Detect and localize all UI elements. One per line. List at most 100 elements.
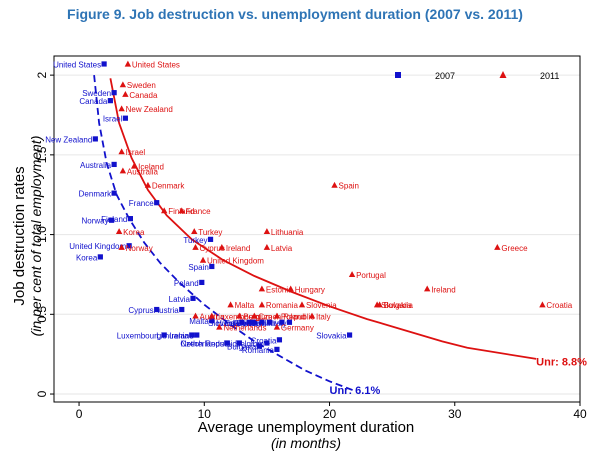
- point-label: Germany: [246, 319, 279, 328]
- point-label: Netherlands: [181, 340, 224, 349]
- x-tick-label: 30: [448, 407, 462, 421]
- point-label: Croatia: [251, 336, 277, 345]
- point-label: Luxembourg: [117, 332, 161, 341]
- point-marker-2011: [227, 301, 234, 308]
- point-label: Belgium: [235, 340, 264, 349]
- point-marker-2011: [263, 228, 271, 234]
- point-label: Czech Republic: [258, 312, 314, 321]
- point-marker-2011: [208, 312, 215, 319]
- point-label: Poland: [174, 279, 199, 288]
- point-label: United States: [132, 60, 180, 69]
- point-marker-2011: [218, 244, 226, 250]
- point-label: Australia: [80, 161, 112, 170]
- point-marker-2007: [109, 217, 115, 223]
- point-marker-2011: [236, 312, 243, 319]
- point-label: Hungary: [216, 319, 246, 328]
- point-label: Norway: [81, 217, 108, 226]
- point-marker-2007: [179, 306, 185, 313]
- point-label: Israel: [126, 148, 146, 157]
- point-marker-2011: [115, 228, 123, 234]
- point-label: Malta: [189, 317, 209, 326]
- point-marker-2007: [239, 319, 245, 325]
- point-label: Austria: [154, 306, 179, 315]
- point-marker-2011: [494, 244, 501, 250]
- point-marker-2007: [264, 340, 270, 346]
- point-label: Estonia: [225, 319, 252, 328]
- legend: 2007 2011: [395, 71, 559, 81]
- point-marker-2007: [209, 318, 215, 324]
- point-label: Korea: [76, 253, 98, 262]
- point-marker-2007: [189, 332, 195, 338]
- point-label: Korea: [123, 228, 145, 237]
- point-label: Greece: [233, 319, 260, 328]
- point-label: Slovakia: [316, 332, 347, 341]
- point-label: Lithuania: [156, 332, 189, 341]
- point-marker-2011: [251, 312, 258, 319]
- point-marker-2007: [161, 332, 167, 338]
- point-label: Cyprus: [128, 306, 153, 315]
- y-tick-label: 0: [35, 390, 49, 397]
- fit-line: [93, 75, 355, 392]
- y-tick-label: 0.5: [35, 306, 49, 323]
- x-tick-label: 0: [76, 407, 83, 421]
- point-marker-2011: [192, 244, 199, 250]
- point-label: Canada: [79, 97, 108, 106]
- point-label: Slovenia: [208, 319, 239, 328]
- point-marker-2007: [286, 319, 293, 325]
- point-marker-2011: [258, 301, 266, 308]
- point-label: Finland: [101, 215, 127, 224]
- fit-annotation: Unr: 6.1%: [330, 385, 381, 397]
- point-marker-2011: [199, 256, 207, 263]
- point-marker-2011: [376, 301, 383, 308]
- point-marker-2011: [130, 162, 138, 169]
- point-marker-2011: [287, 285, 294, 292]
- point-marker-2007: [276, 337, 283, 343]
- point-marker-2007: [251, 319, 257, 325]
- point-label: Spain: [188, 263, 208, 272]
- point-label: Bulgaria: [227, 343, 257, 352]
- point-label: Poland: [281, 312, 306, 321]
- x-tick-label: 10: [198, 407, 212, 421]
- point-marker-2007: [92, 136, 98, 142]
- point-marker-2007: [101, 61, 107, 67]
- point-marker-2007: [154, 306, 160, 313]
- y-tick-label: 1.5: [35, 146, 49, 163]
- point-label: Israel: [103, 115, 123, 124]
- point-label: Hungary: [295, 285, 325, 294]
- point-label: Denmark: [152, 182, 185, 191]
- point-marker-2007: [259, 319, 265, 325]
- point-marker-2011: [191, 228, 198, 234]
- point-label: Italy: [272, 319, 287, 328]
- point-label: Estonia: [266, 285, 293, 294]
- point-label: Czech Republic: [180, 340, 236, 349]
- grid-layer: [54, 74, 580, 395]
- point-label: Sweden: [127, 81, 156, 90]
- point-label: Cyprus: [200, 244, 225, 253]
- point-marker-2007: [107, 98, 113, 104]
- point-label: United States: [53, 60, 101, 69]
- point-label: Turkey: [183, 236, 207, 245]
- legend-label: 2007: [435, 71, 455, 81]
- point-marker-2011: [192, 312, 199, 319]
- point-marker-2011: [118, 244, 125, 250]
- point-marker-2007: [127, 216, 133, 222]
- point-marker-2007: [274, 346, 280, 352]
- point-label: France: [129, 199, 154, 208]
- x-axis-sublabel: (in months): [271, 435, 341, 451]
- point-label: Canada: [129, 91, 158, 100]
- point-label: Latvia: [169, 295, 191, 304]
- point-label: Spain: [339, 182, 359, 191]
- point-marker-2011: [144, 181, 152, 188]
- point-marker-2011: [118, 148, 125, 155]
- point-label: Belgium: [243, 312, 272, 321]
- point-label: Netherlands: [223, 324, 266, 333]
- point-marker-2011: [161, 207, 168, 214]
- axes-layer: 00.51.01.520 10 20 30 40: [35, 71, 587, 421]
- point-marker-2011: [178, 207, 185, 214]
- point-label: Greece: [501, 244, 528, 253]
- point-label: Romania: [242, 346, 275, 355]
- point-marker-2007: [111, 90, 117, 96]
- point-label: United Kingdom: [207, 257, 264, 266]
- point-marker-2011: [119, 81, 127, 88]
